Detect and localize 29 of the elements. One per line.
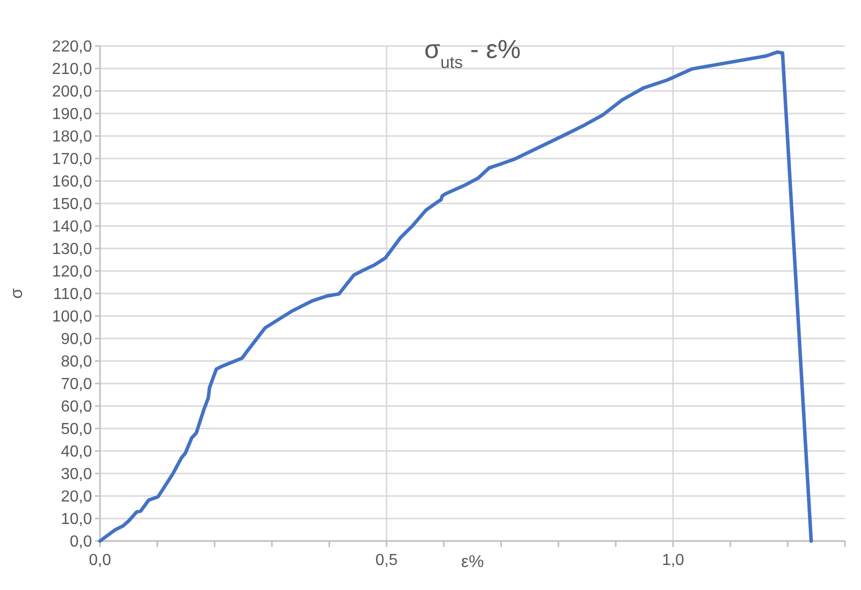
y-tick-label: 50,0 [60, 421, 92, 438]
y-tick-label: 200,0 [52, 84, 92, 101]
y-tick-label: 20,0 [60, 488, 92, 506]
y-tick-label: 160,0 [52, 174, 92, 191]
y-axis-title: σ [7, 288, 26, 299]
y-tick-label: 90,0 [60, 331, 92, 348]
y-tick-label: 130,0 [52, 241, 92, 258]
y-tick-label: 80,0 [60, 354, 92, 371]
y-tick-label: 220,0 [52, 38, 92, 56]
y-tick-label: 10,0 [60, 511, 92, 528]
x-axis-title: ε% [461, 552, 484, 571]
x-tick-label: 0,5 [375, 552, 398, 569]
y-tick-label: 70,0 [60, 376, 92, 394]
y-tick-label: 30,0 [60, 466, 92, 484]
y-tick-label: 190,0 [52, 106, 92, 124]
y-tick-label: 150,0 [52, 196, 92, 214]
y-tick-label: 100,0 [52, 308, 92, 326]
y-tick-label: 0,0 [70, 534, 92, 551]
y-tick-label: 40,0 [60, 444, 92, 461]
y-tick-label: 170,0 [52, 151, 92, 168]
x-tick-label: 1,0 [662, 552, 684, 569]
y-tick-label: 180,0 [52, 128, 92, 146]
y-tick-label: 140,0 [52, 218, 92, 236]
y-tick-label: 110,0 [53, 286, 92, 304]
y-tick-label: 120,0 [52, 264, 92, 281]
chart-title: σ$_{uts}$ - ε% [424, 34, 521, 72]
x-tick-label: 0,0 [88, 552, 112, 569]
y-tick-label: 210,0 [52, 61, 92, 78]
y-tick-label: 60,0 [60, 398, 92, 416]
